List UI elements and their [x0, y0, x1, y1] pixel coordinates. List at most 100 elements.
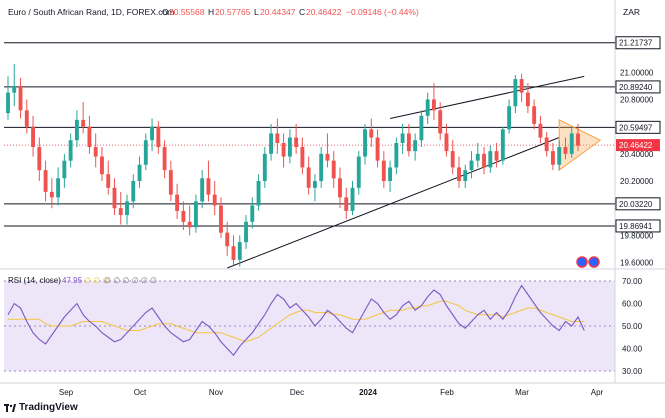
candle-body — [544, 137, 549, 152]
candle-body — [62, 160, 67, 179]
price-tick-label: 20.20000 — [620, 177, 654, 186]
candle-body — [37, 147, 42, 171]
time-tick-label: Mar — [515, 388, 529, 397]
candle-body — [475, 153, 480, 161]
time-tick-label: Feb — [440, 388, 454, 397]
time-tick-label: 2024 — [359, 388, 377, 397]
price-tick-label: 19.80000 — [620, 231, 654, 240]
candle-body — [519, 79, 524, 93]
rsi-tick-label: 50.00 — [622, 322, 643, 331]
candle-body — [450, 151, 455, 168]
candle-body — [219, 205, 223, 233]
candle-body — [244, 221, 248, 243]
candle-body — [193, 201, 198, 228]
current-price-tag — [616, 139, 660, 152]
candle-body — [300, 147, 305, 168]
candle-body — [457, 167, 461, 182]
candle-body — [557, 147, 562, 165]
rsi-extra-placeholder: ∅ ∅ ∅ ∅ ∅ ∅ — [104, 276, 157, 285]
candle-body — [394, 142, 399, 168]
level-price-box — [615, 80, 661, 94]
candle-body — [49, 191, 54, 198]
candle-body — [162, 147, 167, 171]
candle-body — [344, 197, 349, 211]
rsi-tick-label: 60.00 — [622, 300, 643, 309]
candle-body — [93, 147, 98, 157]
candle-body — [18, 85, 23, 111]
candle-body — [212, 194, 217, 206]
current-price-label: 20.46422 — [619, 141, 653, 150]
candle-body — [312, 181, 317, 188]
low-value: 20.44347 — [260, 7, 296, 17]
symbol-title: Euro / South African Rand, 1D, FOREX.com — [8, 7, 174, 17]
candle-body — [262, 153, 267, 182]
candle-body — [24, 110, 29, 127]
candle-body — [356, 156, 361, 188]
candle-body — [525, 92, 530, 107]
candle-body — [181, 210, 186, 222]
candle-body — [363, 129, 367, 157]
candle-body — [256, 181, 261, 206]
candle-body — [325, 153, 330, 161]
candle-body — [576, 133, 580, 146]
candle-body — [12, 85, 17, 93]
candle-body — [507, 106, 512, 130]
time-tick-label: Apr — [591, 388, 604, 397]
tradingview-logo-icon — [4, 403, 16, 412]
candle-body — [281, 142, 286, 157]
wedge-upper-trendline[interactable] — [389, 75, 585, 119]
level-price-label: 21.21737 — [619, 39, 653, 48]
candle-body — [406, 133, 411, 152]
candle-body — [388, 167, 393, 182]
footer: TradingView — [4, 402, 78, 413]
tradingview-brand: TradingView — [19, 402, 78, 413]
candle-body — [74, 119, 79, 141]
high-label: H — [208, 7, 214, 17]
rsi-title: RSI (14, close) — [8, 276, 61, 285]
level-price-label: 20.03220 — [619, 200, 653, 209]
low-label: L — [254, 7, 259, 17]
currency-label: ZAR — [623, 7, 640, 17]
candle-body — [200, 178, 205, 202]
candle-body — [482, 153, 486, 168]
rsi-tick-label: 70.00 — [622, 277, 643, 286]
level-price-box — [615, 36, 661, 50]
candle-body — [81, 119, 86, 127]
candle-body — [87, 126, 92, 148]
candle-body — [463, 170, 468, 182]
candle-body — [118, 208, 123, 215]
rsi-value: 47.95 — [62, 276, 83, 285]
candle-body — [125, 201, 129, 215]
candle-body — [237, 242, 242, 260]
candle-body — [419, 115, 424, 141]
high-value: 20.57765 — [215, 7, 251, 17]
candle-body — [68, 140, 73, 161]
candle-body — [413, 140, 418, 152]
level-price-label: 19.86941 — [619, 222, 653, 231]
candle-body — [231, 246, 236, 260]
candle-body — [469, 160, 474, 171]
candle-body — [563, 147, 568, 154]
open-label: O — [162, 7, 169, 17]
candle-body — [331, 160, 336, 179]
candle-body — [513, 79, 518, 107]
candle-body — [187, 221, 192, 228]
candle-body — [400, 133, 405, 143]
candle-body — [375, 137, 380, 161]
candle-body — [225, 232, 230, 247]
candle-body — [156, 126, 161, 148]
candle-body — [500, 129, 505, 161]
change-value: −0.09146 (−0.44%) — [346, 7, 419, 17]
candle-body — [338, 178, 342, 198]
level-price-label: 20.59497 — [619, 123, 653, 132]
candle-body — [569, 133, 574, 154]
rsi-tick-label: 30.00 — [622, 367, 643, 376]
rsi-ma-placeholder: ∅ ∅ ∅ — [84, 276, 109, 285]
price-tick-label: 21.00000 — [620, 68, 654, 77]
events-icon[interactable] — [576, 256, 600, 268]
time-tick-label: Sep — [59, 388, 74, 397]
candle-body — [56, 178, 61, 198]
close-value: 20.46422 — [306, 7, 342, 17]
candle-body — [168, 170, 173, 195]
